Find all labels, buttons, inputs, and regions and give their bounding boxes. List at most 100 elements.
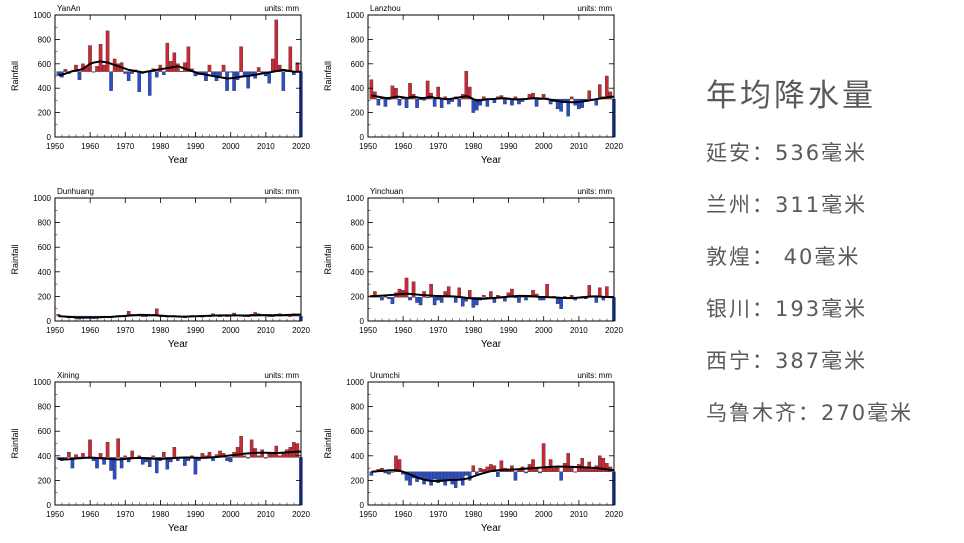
bar-1971: [439, 98, 444, 108]
bar-1963: [411, 281, 416, 298]
chart-panel-yanan: 1950 1960 1970 1980 1990 2000 2010 2020 0 200 400 6…: [10, 4, 310, 166]
y-tick-label: 1000: [33, 11, 51, 20]
plot-frame: [367, 14, 615, 138]
bar-1956: [387, 98, 391, 100]
y-axis-label: Rainfall: [323, 61, 333, 91]
units-label: units: mm: [264, 4, 299, 13]
bar-1968: [429, 471, 433, 486]
x-axis-label: Year: [168, 339, 189, 350]
bar-1986: [179, 70, 184, 72]
bar-1984: [172, 447, 177, 458]
x-axis-label: Year: [481, 339, 502, 350]
bar-1974: [450, 471, 454, 485]
bar-1964: [415, 98, 419, 108]
bar-2011: [580, 98, 584, 108]
y-tick-label: 200: [38, 109, 52, 118]
x-tick-label: 1980: [465, 142, 483, 151]
bar-1973: [446, 471, 451, 481]
bar-1951: [369, 471, 374, 476]
bar-2009: [573, 471, 577, 473]
legend-value: 536: [775, 141, 822, 165]
y-axis-label: Rainfall: [323, 244, 333, 274]
legend-city: 敦煌: [706, 245, 752, 269]
bar-1992: [513, 297, 518, 299]
x-tick-label: 2020: [292, 326, 310, 335]
x-tick-label: 2010: [257, 326, 275, 335]
y-tick-label: 400: [351, 268, 365, 277]
bar-2008: [569, 96, 574, 100]
y-axis-label: Rainfall: [323, 428, 333, 458]
x-tick-label: 1950: [46, 326, 64, 335]
bar-2002: [548, 459, 553, 472]
bar-1970: [436, 297, 440, 301]
legend-sep: ：: [752, 297, 775, 321]
bar-1961: [404, 471, 409, 481]
bar-2019: [295, 443, 300, 458]
bar-1982: [165, 457, 170, 470]
bar-1967: [425, 80, 430, 100]
bar-1957: [390, 297, 395, 304]
bar-2008: [256, 455, 261, 458]
bar-2005: [559, 471, 563, 481]
bar-1970: [123, 455, 127, 458]
legend-unit: 毫米: [821, 297, 868, 321]
plot-frame: [367, 197, 615, 322]
chart-panel-lanzhou: 1950 1960 1970 1980 1990 2000 2010 2020 0 200 400 6…: [323, 4, 623, 166]
legend-sep: ：: [752, 193, 775, 217]
legend-value: 193: [775, 297, 822, 321]
y-axis-label: Rainfall: [10, 244, 20, 274]
bar-2000: [228, 71, 233, 73]
legend-sep: ：: [752, 245, 775, 269]
x-tick-label: 1950: [359, 142, 377, 151]
bar-1967: [425, 297, 430, 299]
y-tick-label: 200: [351, 292, 365, 301]
chart-title: Xining: [57, 371, 79, 380]
bar-1985: [489, 291, 493, 298]
bar-1972: [130, 450, 134, 458]
bar-2014: [591, 469, 595, 472]
smooth-line: [58, 450, 302, 461]
x-tick-label: 2000: [222, 142, 240, 151]
bar-1980: [471, 465, 476, 472]
bar-1951: [56, 71, 61, 76]
bar-1951: [369, 79, 374, 100]
bar-1955: [70, 457, 75, 469]
bar-1982: [478, 98, 483, 106]
x-tick-label: 2010: [570, 510, 588, 519]
x-tick-label: 1990: [500, 510, 518, 519]
chart-title: YanAn: [57, 4, 80, 13]
bar-2002: [235, 447, 240, 458]
x-tick-label: 1990: [187, 326, 205, 335]
bar-1982: [165, 42, 170, 72]
bar-2007: [566, 453, 570, 472]
bar-1967: [112, 457, 117, 480]
bar-1977: [147, 457, 152, 468]
bar-2000: [228, 457, 233, 463]
units-label: units: mm: [264, 371, 299, 380]
bar-1999: [225, 71, 229, 91]
x-tick-label: 1980: [465, 326, 483, 335]
bar-2018: [605, 75, 609, 100]
y-tick-label: 600: [38, 60, 52, 69]
y-tick-label: 1000: [346, 378, 364, 387]
y-tick-label: 0: [360, 133, 365, 142]
y-axis-label: Rainfall: [10, 61, 20, 91]
legend-sep: ：: [752, 141, 775, 165]
bar-1951: [56, 314, 61, 317]
legend-panel: 年均降水量 延安：536毫米 兰州：311毫米 敦煌： 40毫米 银川：193毫…: [706, 76, 956, 450]
y-tick-label: 600: [38, 427, 52, 436]
bar-1992: [513, 471, 518, 481]
bar-1995: [524, 297, 528, 301]
bar-1978: [464, 471, 469, 476]
legend-unit: 毫米: [821, 193, 868, 217]
y-tick-label: 600: [38, 243, 52, 252]
bar-1992: [200, 453, 205, 458]
bar-2013: [587, 90, 592, 100]
bar-2018: [605, 463, 609, 472]
bar-2014: [278, 455, 282, 458]
bar-1962: [408, 297, 412, 301]
x-tick-label: 1960: [394, 326, 412, 335]
bar-1979: [468, 471, 472, 481]
bar-1954: [67, 451, 71, 458]
chart-title: Dunhuang: [57, 187, 94, 196]
